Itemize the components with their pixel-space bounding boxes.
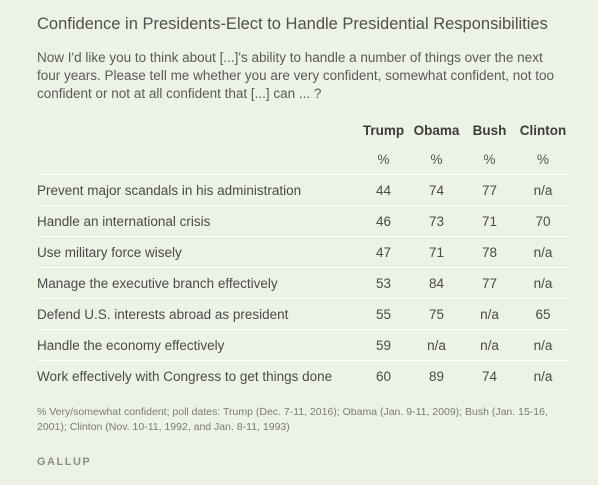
row-label: Work effectively with Congress to get th… [37, 360, 357, 391]
value-cell-obama: n/a [410, 329, 463, 361]
row-label: Handle the economy effectively [37, 329, 357, 361]
table-row: Manage the executive branch effectively 5… [37, 267, 570, 299]
value-cell-clinton: n/a [516, 236, 570, 268]
value-cell-bush: 77 [463, 174, 516, 206]
value-cell-trump: 44 [357, 174, 410, 206]
value-cell-clinton: n/a [516, 360, 570, 391]
value-cell-bush: n/a [463, 329, 516, 361]
unit-row: % % % % [37, 144, 570, 175]
value-cell-trump: 47 [357, 236, 410, 268]
table-row: Use military force wisely 47 71 78 n/a [37, 236, 570, 268]
unit-row-blank [37, 144, 357, 175]
table-row: Work effectively with Congress to get th… [37, 360, 570, 391]
column-header-bush: Bush [472, 123, 507, 138]
value-cell-bush: 77 [463, 267, 516, 299]
value-cell-obama: 84 [410, 267, 463, 299]
row-label: Handle an international crisis [37, 205, 357, 237]
value-cell-clinton: n/a [516, 267, 570, 299]
unit-label-obama: % [430, 151, 443, 167]
value-cell-trump: 46 [357, 205, 410, 237]
row-label: Defend U.S. interests abroad as presiden… [37, 298, 357, 330]
header-blank [37, 117, 357, 144]
unit-label-clinton: % [536, 151, 549, 167]
value-cell-bush: 74 [463, 360, 516, 391]
chart-title: Confidence in Presidents-Elect to Handle… [37, 15, 548, 33]
value-cell-obama: 73 [410, 205, 463, 237]
header-row: Trump Obama Bush Clinton [37, 117, 570, 144]
row-label: Prevent major scandals in his administra… [37, 174, 357, 206]
value-cell-trump: 60 [357, 360, 410, 391]
value-cell-trump: 59 [357, 329, 410, 361]
value-cell-obama: 74 [410, 174, 463, 206]
value-cell-clinton: 70 [516, 205, 570, 237]
value-cell-obama: 89 [410, 360, 463, 391]
value-cell-bush: 71 [463, 205, 516, 237]
value-cell-bush: 78 [463, 236, 516, 268]
survey-question: Now I'd like you to think about [...]'s … [37, 50, 555, 101]
column-header-clinton: Clinton [519, 123, 567, 138]
value-cell-obama: 71 [410, 236, 463, 268]
results-table: Trump Obama Bush Clinton % % % % Prevent… [37, 117, 570, 391]
value-cell-clinton: 65 [516, 298, 570, 330]
row-label: Manage the executive branch effectively [37, 267, 357, 299]
value-cell-obama: 75 [410, 298, 463, 330]
value-cell-trump: 53 [357, 267, 410, 299]
footnote: % Very/somewhat confident; poll dates: T… [37, 406, 548, 433]
column-header-trump: Trump [362, 123, 405, 138]
unit-label-trump: % [377, 151, 390, 167]
gallup-logo: GALLUP [37, 456, 92, 468]
column-header-obama: Obama [413, 123, 460, 138]
value-cell-clinton: n/a [516, 329, 570, 361]
table-body: % % % % Prevent major scandals in his ad… [37, 144, 570, 391]
table-row: Handle an international crisis 46 73 71 70 [37, 205, 570, 237]
table-row: Defend U.S. interests abroad as presiden… [37, 298, 570, 330]
row-label: Use military force wisely [37, 236, 357, 268]
table-row: Prevent major scandals in his administra… [37, 174, 570, 206]
table-row: Handle the economy effectively 59 n/a n/a n/… [37, 329, 570, 361]
value-cell-trump: 55 [357, 298, 410, 330]
value-cell-clinton: n/a [516, 174, 570, 206]
unit-label-bush: % [483, 151, 496, 167]
value-cell-bush: n/a [463, 298, 516, 330]
